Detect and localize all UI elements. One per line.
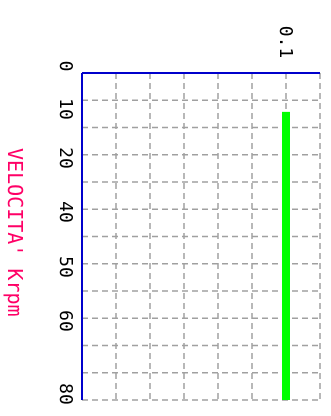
- y-tick-label: 20: [55, 147, 76, 169]
- y-axis-label: VELOCITA' Krpm: [3, 148, 27, 317]
- y-tick-label: 60: [55, 310, 76, 332]
- velocity-bar: [282, 111, 290, 400]
- y-tick-label: 80: [55, 383, 76, 405]
- x-tick-label: 0.1: [275, 26, 296, 59]
- y-tick-label: 10: [55, 98, 76, 120]
- y-tick-label: 0: [55, 61, 76, 72]
- y-tick-label: 50: [55, 256, 76, 278]
- y-tick-label: 40: [55, 201, 76, 223]
- x-tick-labels: 0.1: [275, 26, 296, 59]
- y-tick-labels: 0 10 20 40 50 60 80: [55, 61, 76, 405]
